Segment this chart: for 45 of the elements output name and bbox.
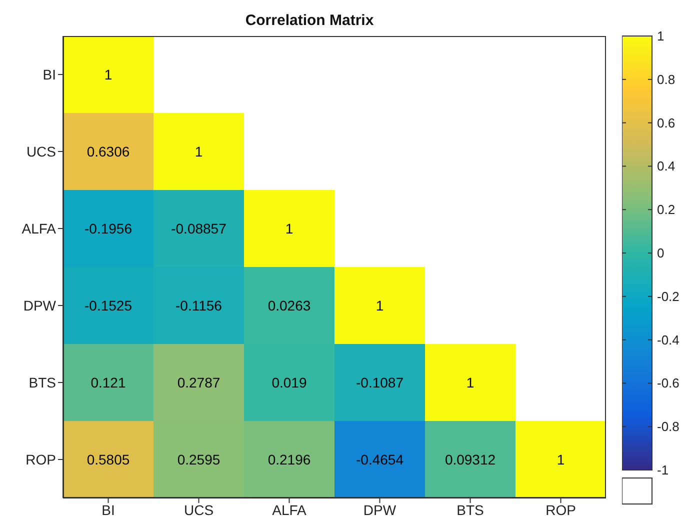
data-label: 0.121 — [90, 374, 126, 390]
x-tick-label: DPW — [363, 502, 397, 518]
color-bar-label: 0.8 — [657, 72, 676, 87]
data-label: -0.1156 — [176, 298, 222, 314]
data-label: -0.1087 — [356, 374, 404, 390]
data-label: 0.0263 — [268, 298, 311, 314]
data-label: 1 — [285, 220, 294, 236]
data-label: 0.2787 — [177, 374, 220, 390]
x-tick-label: ROP — [546, 502, 576, 518]
x-tick-label: BI — [102, 502, 115, 518]
chart-title: Correlation Matrix — [244, 12, 375, 29]
data-label: 0.6306 — [86, 144, 130, 160]
color-bar-label: -0.4 — [657, 332, 680, 348]
color-bar-label: -0.8 — [657, 419, 680, 434]
x-tick-label: UCS — [184, 502, 214, 518]
y-tick-label: UCS — [26, 143, 56, 160]
y-tick-label: BTS — [28, 374, 56, 390]
data-label: 0.09312 — [444, 452, 496, 468]
data-label: 1 — [466, 374, 474, 390]
data-label: 1 — [376, 298, 384, 314]
y-tick-label: BI — [42, 66, 56, 82]
data-label: 0.019 — [272, 374, 307, 390]
color-bar-label: 0.2 — [657, 202, 676, 218]
data-label: -0.1956 — [84, 220, 132, 236]
color-bar-label: -1 — [657, 462, 669, 478]
data-label: 1 — [556, 452, 565, 468]
data-label: 0.2196 — [268, 452, 311, 468]
color-bar-label: -0.6 — [657, 376, 680, 391]
data-label: -0.1525 — [84, 298, 132, 314]
data-label: 0.2595 — [177, 452, 220, 468]
color-bar-label: 0.4 — [657, 158, 676, 174]
color-bar-label: 1 — [657, 28, 664, 44]
data-label: 1 — [104, 66, 112, 82]
color-bar-label: 0 — [657, 246, 664, 260]
x-tick-label: BTS — [456, 502, 484, 518]
data-label: -0.08857 — [171, 220, 227, 236]
y-tick-label: DPW — [23, 297, 57, 314]
data-label: -0.4654 — [356, 452, 404, 468]
data-label: 1 — [194, 144, 203, 160]
data-label: 0.5805 — [86, 452, 130, 468]
color-bar-label: -0.2 — [657, 288, 680, 304]
y-tick-label: ROP — [26, 451, 56, 468]
x-tick-label: ALFA — [272, 502, 308, 518]
color-bar-label: 0.6 — [657, 115, 676, 130]
y-tick-label: ALFA — [22, 220, 57, 236]
